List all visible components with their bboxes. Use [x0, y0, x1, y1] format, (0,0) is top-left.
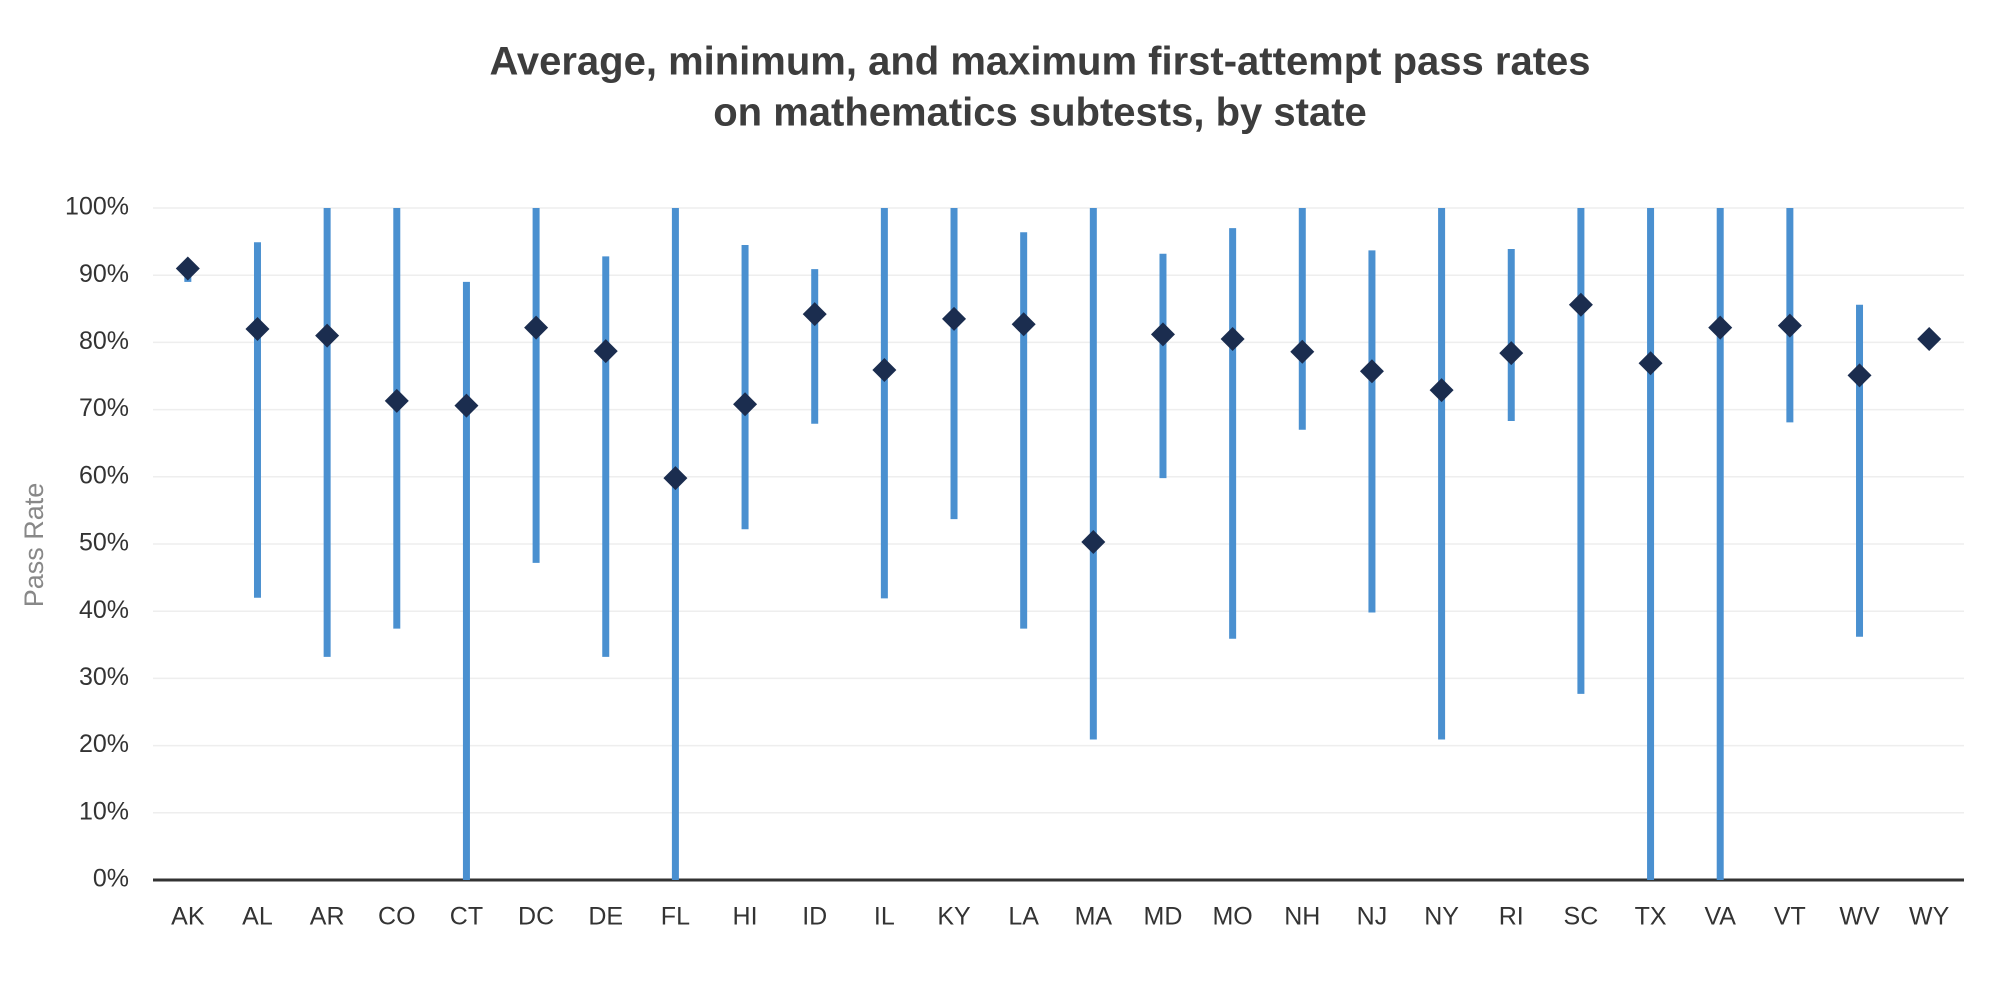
average-marker — [1429, 378, 1454, 403]
average-marker — [872, 357, 897, 382]
average-marker — [663, 466, 688, 491]
average-marker — [1150, 322, 1175, 347]
x-tick-label: HI — [733, 903, 758, 931]
average-marker — [1499, 341, 1524, 366]
average-marker — [1359, 359, 1384, 384]
y-tick-label: 20% — [79, 730, 129, 758]
average-marker — [802, 302, 827, 327]
average-marker — [175, 256, 200, 281]
average-marker — [733, 392, 758, 417]
average-marker — [245, 316, 270, 341]
y-tick-label: 100% — [65, 193, 129, 221]
average-marker — [454, 393, 479, 418]
x-tick-label: NY — [1424, 903, 1459, 931]
x-tick-label: SC — [1564, 903, 1599, 931]
average-marker — [942, 306, 967, 331]
y-tick-label: 0% — [93, 865, 129, 893]
x-tick-label: ID — [802, 903, 827, 931]
y-tick-label: 30% — [79, 663, 129, 691]
x-tick-label: NH — [1284, 903, 1320, 931]
x-tick-label: AR — [310, 903, 345, 931]
x-tick-label: MO — [1212, 903, 1252, 931]
y-tick-label: 70% — [79, 394, 129, 422]
chart-title: on mathematics subtests, by state — [713, 91, 1367, 135]
x-tick-label: NJ — [1357, 903, 1388, 931]
average-marker — [1847, 363, 1872, 388]
average-marker — [1777, 313, 1802, 338]
y-tick-label: 40% — [79, 596, 129, 624]
x-tick-label: DE — [588, 903, 623, 931]
y-tick-label: 10% — [79, 797, 129, 825]
x-tick-label: TX — [1635, 903, 1667, 931]
average-marker — [1638, 351, 1663, 376]
average-marker — [1220, 327, 1245, 352]
average-marker — [1011, 312, 1036, 337]
x-tick-label: CT — [450, 903, 483, 931]
x-tick-label: MA — [1075, 903, 1113, 931]
average-marker — [1290, 339, 1315, 364]
average-marker — [1917, 327, 1942, 352]
y-tick-label: 50% — [79, 529, 129, 557]
average-marker — [384, 388, 409, 413]
y-axis-label: Pass Rate — [19, 483, 49, 608]
x-tick-label: AL — [242, 903, 273, 931]
y-tick-label: 90% — [79, 260, 129, 288]
x-tick-label: MD — [1144, 903, 1183, 931]
average-marker — [315, 323, 340, 348]
x-tick-label: FL — [661, 903, 690, 931]
average-marker — [1081, 529, 1106, 554]
chart-title: Average, minimum, and maximum first-atte… — [489, 40, 1590, 84]
x-tick-label: VT — [1774, 903, 1806, 931]
average-marker — [593, 339, 618, 364]
y-tick-label: 60% — [79, 461, 129, 489]
x-tick-label: KY — [937, 903, 971, 931]
x-tick-label: WY — [1909, 903, 1950, 931]
x-tick-label: WV — [1839, 903, 1880, 931]
y-tick-label: 80% — [79, 327, 129, 355]
average-marker — [1708, 315, 1733, 340]
x-tick-label: DC — [518, 903, 554, 931]
average-marker — [524, 315, 549, 340]
x-tick-label: LA — [1008, 903, 1039, 931]
x-tick-label: CO — [378, 903, 416, 931]
x-tick-label: VA — [1704, 903, 1736, 931]
x-tick-label: RI — [1499, 903, 1524, 931]
x-tick-label: AK — [171, 903, 205, 931]
x-tick-label: IL — [874, 903, 895, 931]
average-marker — [1568, 292, 1593, 317]
